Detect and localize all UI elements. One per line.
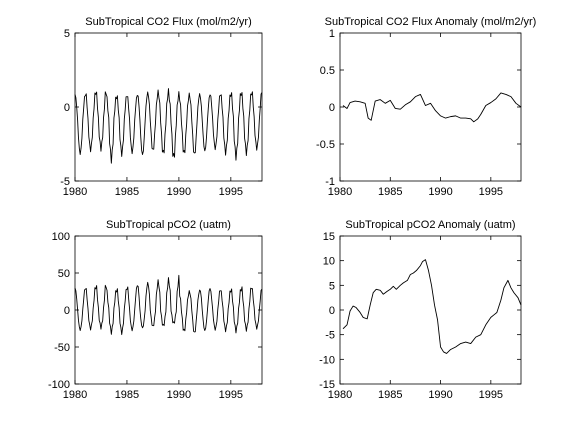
x-tick-label: 1980 <box>328 186 352 198</box>
chart-panel-3: SubTropical pCO2 (uatm) 1980 1985 1990 1995 -… <box>48 219 263 401</box>
x-tick-label: 1980 <box>63 186 87 198</box>
chart-panel-2: SubTropical CO2 Flux Anomaly (mol/m2/yr)… <box>316 16 536 198</box>
chart-title: SubTropical CO2 Flux Anomaly (mol/m2/yr) <box>325 16 537 28</box>
x-tick-label: 1995 <box>219 186 243 198</box>
y-tick-label: 0 <box>64 102 70 114</box>
x-tick-label: 1985 <box>115 186 139 198</box>
x-tick-label: 1990 <box>167 186 191 198</box>
y-tick-label: 5 <box>64 28 70 40</box>
y-tick-label: 0 <box>64 305 70 317</box>
y-tick-label: 100 <box>52 231 70 243</box>
x-tick-label: 1990 <box>167 389 191 401</box>
chart-panel-4: SubTropical pCO2 Anomaly (uatm) 1980 1985 1… <box>319 219 522 401</box>
y-tick-label: 1 <box>329 28 335 40</box>
x-tick-label: 1985 <box>378 389 402 401</box>
series-line <box>74 88 263 164</box>
y-tick-label: -0.5 <box>316 139 335 151</box>
chart-title: SubTropical pCO2 (uatm) <box>106 219 231 231</box>
series-line <box>74 274 263 336</box>
x-tick-label: 1980 <box>328 389 352 401</box>
y-tick-label: 10 <box>323 256 335 268</box>
y-tick-label: -5 <box>60 176 70 188</box>
x-tick-label: 1990 <box>428 389 452 401</box>
y-tick-label: 15 <box>323 231 335 243</box>
y-tick-label: -10 <box>319 354 335 366</box>
x-tick-label: 1985 <box>115 389 139 401</box>
y-tick-label: -100 <box>48 379 70 391</box>
chart-title: SubTropical CO2 Flux (mol/m2/yr) <box>85 16 251 28</box>
y-tick-label: -50 <box>54 342 70 354</box>
y-tick-label: -1 <box>325 176 335 188</box>
y-tick-label: 50 <box>58 268 70 280</box>
x-tick-label: 1985 <box>378 186 402 198</box>
x-tick-label: 1995 <box>219 389 243 401</box>
x-tick-label: 1980 <box>63 389 87 401</box>
chart-panel-1: SubTropical CO2 Flux (mol/m2/yr) 1980 1985… <box>60 16 263 198</box>
y-tick-label: 0 <box>329 102 335 114</box>
chart-title: SubTropical pCO2 Anomaly (uatm) <box>345 219 515 231</box>
y-tick-label: 5 <box>329 280 335 292</box>
y-tick-label: 0.5 <box>320 65 335 77</box>
y-tick-label: 0 <box>329 305 335 317</box>
y-tick-label: -5 <box>325 330 335 342</box>
series-line <box>342 92 522 123</box>
y-tick-label: -15 <box>319 379 335 391</box>
series-line <box>342 259 522 354</box>
x-tick-label: 1990 <box>428 186 452 198</box>
x-tick-label: 1995 <box>479 186 503 198</box>
x-tick-label: 1995 <box>479 389 503 401</box>
